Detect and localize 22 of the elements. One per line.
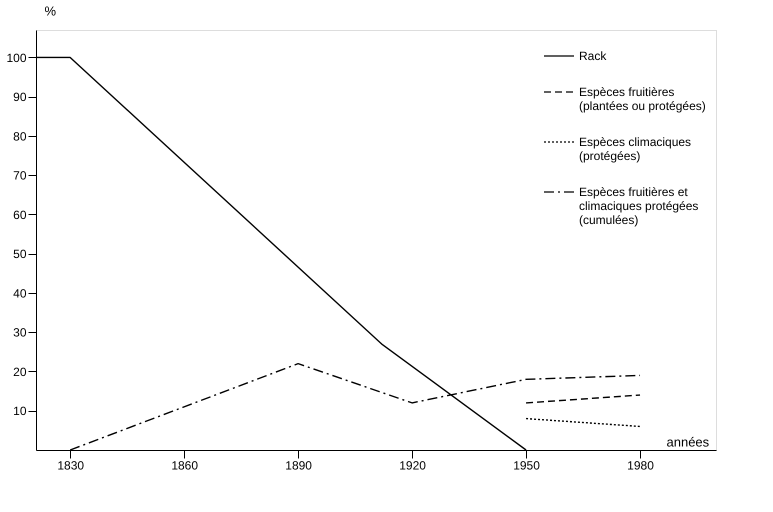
legend-label: Espèces fruitières et climaciques protégées (cumulées) (579, 185, 698, 227)
x-tick-label: 1980 (627, 458, 654, 472)
y-tick-label: 10 (13, 404, 27, 418)
x-tick-label: 1830 (57, 458, 84, 472)
legend-label: Espèces climaciques (protégées) (579, 135, 692, 163)
x-axis-title: années (666, 434, 710, 450)
y-tick-label: 30 (13, 326, 27, 340)
legend-label: Espèces fruitières (plantées ou protégées) (579, 85, 706, 113)
x-tick-label: 1950 (513, 458, 540, 472)
y-tick-label: 20 (13, 364, 27, 379)
y-tick-label: 70 (13, 168, 27, 183)
y-tick-label: 40 (13, 286, 27, 300)
x-tick-label: 1920 (399, 458, 426, 472)
y-tick-label: 90 (13, 90, 27, 104)
y-tick-label: 80 (13, 129, 27, 144)
x-tick-label: 1890 (285, 458, 312, 472)
x-tick-label: 1860 (171, 458, 198, 472)
y-tick-label: 100 (6, 50, 27, 65)
legend-label: Rack (579, 49, 608, 63)
y-tick-label: 60 (13, 208, 27, 222)
y-tick-label: 50 (13, 247, 27, 262)
y-axis-title: % (44, 4, 56, 18)
